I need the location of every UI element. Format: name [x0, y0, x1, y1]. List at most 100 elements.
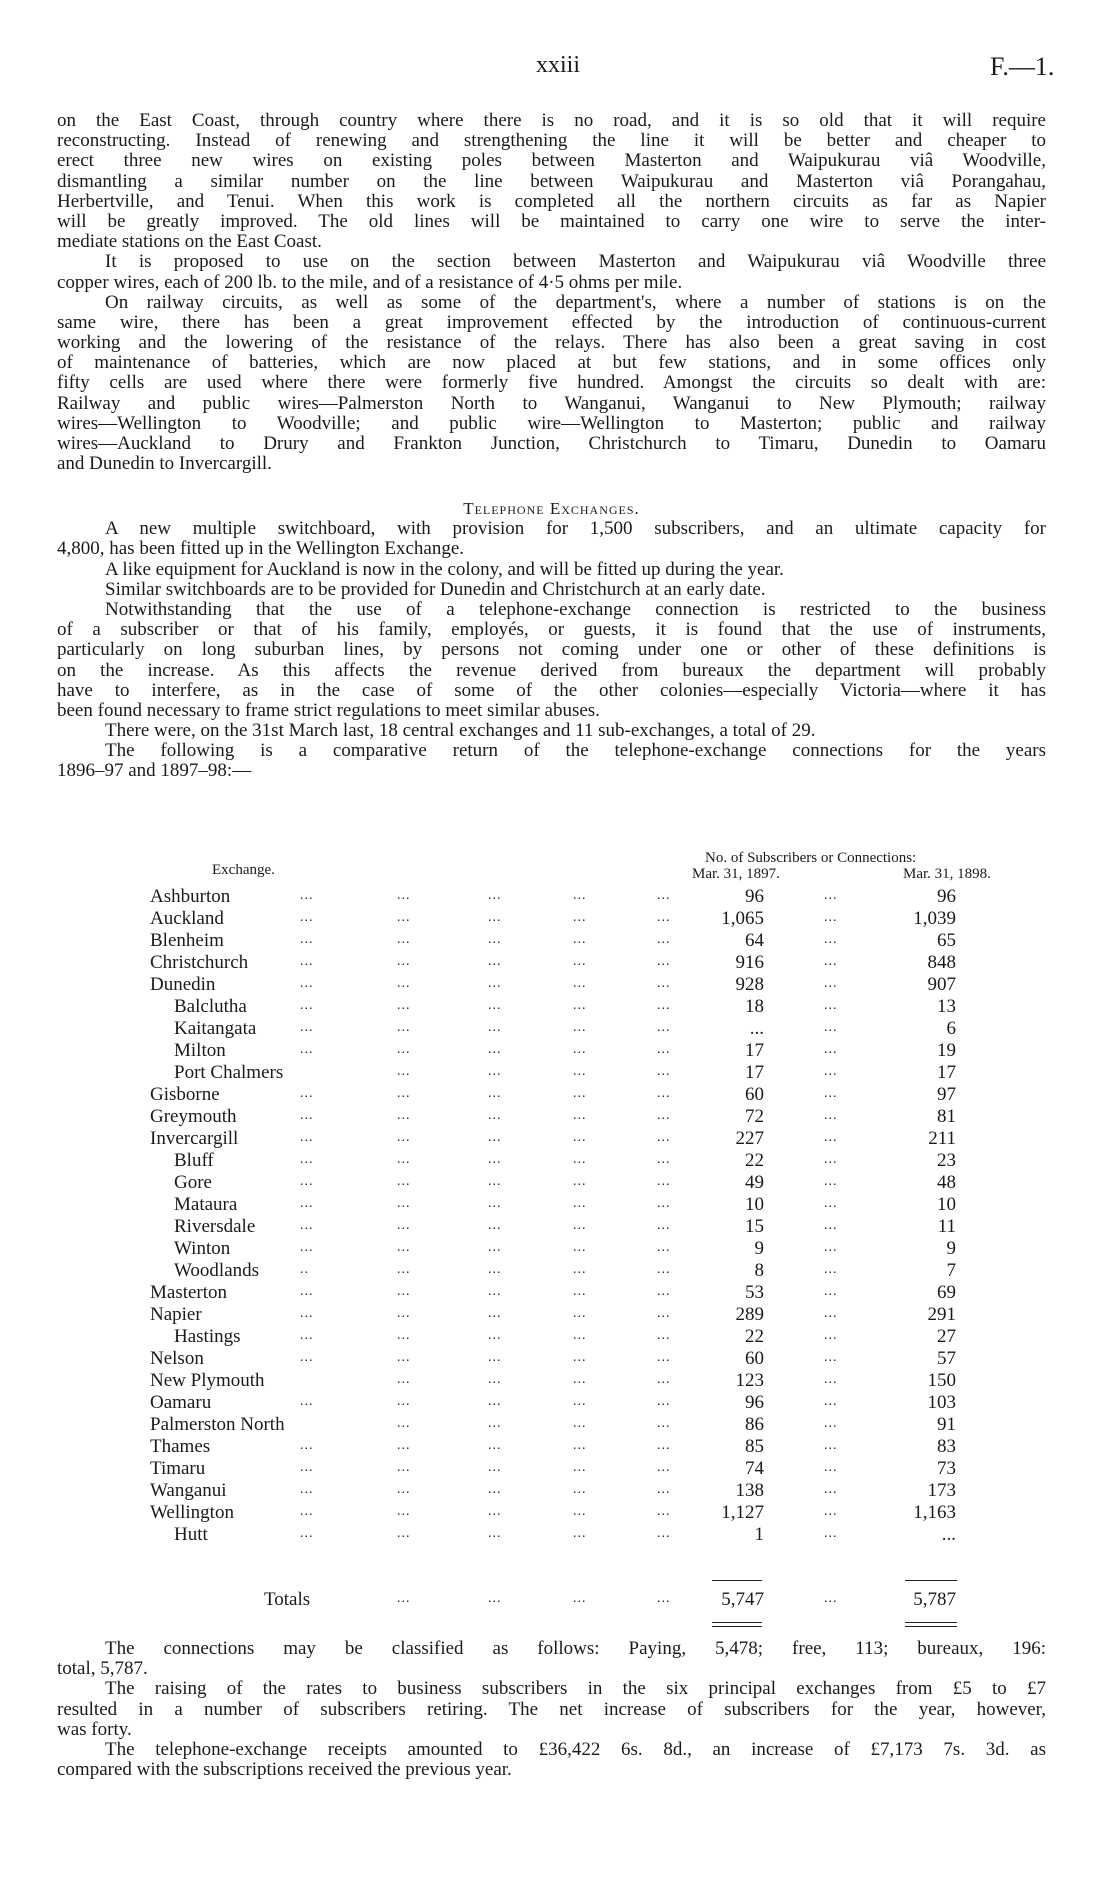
leader-dots: ...	[573, 1284, 587, 1299]
exchange-name: Bluff	[174, 1150, 214, 1171]
leader-dots: ...	[657, 998, 671, 1013]
text-line: A like equipment for Auckland is now in …	[105, 558, 784, 580]
leader-dots: ...	[824, 888, 838, 903]
value-1897: 123	[735, 1370, 765, 1391]
leader-dots: ...	[488, 1174, 502, 1189]
leader-dots: ...	[824, 998, 838, 1013]
leader-dots: ...	[657, 1438, 671, 1453]
leader-dots: ...	[824, 932, 838, 947]
table-row: Gisborne.................. 60 97	[0, 1084, 1114, 1106]
leader-dots: ...	[300, 976, 314, 991]
leader-dots: ...	[657, 1108, 671, 1123]
leader-dots: ...	[300, 1526, 314, 1541]
leader-dots: ...	[657, 1152, 671, 1167]
exchange-name: Auckland	[150, 908, 224, 929]
leader-dots: ...	[657, 1460, 671, 1475]
leader-dots: ...	[300, 910, 314, 925]
exchange-name: Kaitangata	[174, 1018, 257, 1039]
leader-dots: ...	[300, 1482, 314, 1497]
text-line: have to interfere, as in the case of som…	[57, 679, 1046, 701]
value-1898: 69	[937, 1282, 956, 1303]
leader-dots: ...	[824, 1306, 838, 1321]
leader-dots: ...	[300, 954, 314, 969]
exchange-name: Christchurch	[150, 952, 249, 973]
leader-dots: ...	[397, 1394, 411, 1409]
text-line: wires—Wellington to Woodville; and publi…	[57, 412, 1046, 434]
leader-dots: ...	[300, 932, 314, 947]
leader-dots: ...	[824, 910, 838, 925]
value-1898: 11	[937, 1216, 956, 1237]
text-line: A new multiple switchboard, with provisi…	[105, 518, 1046, 540]
leader-dots: ...	[573, 1591, 587, 1606]
table-row: Invercargill.................. 227 211	[0, 1128, 1114, 1150]
table-row: Riversdale.................. 15 11	[0, 1216, 1114, 1238]
text-line: The raising of the rates to business sub…	[105, 1678, 1046, 1700]
leader-dots: ...	[397, 1086, 411, 1101]
table-row: Masterton.................. 53 69	[0, 1282, 1114, 1304]
exchange-name: Port Chalmers	[174, 1062, 284, 1083]
leader-dots: ...	[657, 1174, 671, 1189]
value-1898: 1,039	[913, 908, 956, 929]
exchange-name: Masterton	[150, 1282, 228, 1303]
leader-dots: ...	[573, 1174, 587, 1189]
leader-dots: ...	[657, 1328, 671, 1343]
leader-dots: ...	[300, 998, 314, 1013]
leader-dots: ...	[657, 1526, 671, 1541]
value-1897: 1	[754, 1524, 765, 1545]
text-line: dismantling a similar number on the line…	[57, 170, 1046, 192]
exchange-name: Napier	[150, 1304, 202, 1325]
text-line: been found necessary to frame strict reg…	[57, 699, 600, 721]
leader-dots: ...	[824, 1174, 838, 1189]
leader-dots: ...	[300, 1350, 314, 1365]
value-1897: 64	[745, 930, 764, 951]
leader-dots: ...	[824, 1350, 838, 1365]
leader-dots: ...	[657, 888, 671, 903]
leader-dots: ...	[573, 1482, 587, 1497]
leader-dots: ...	[824, 1064, 838, 1079]
leader-dots: ...	[573, 1042, 587, 1057]
leader-dots: ...	[824, 1438, 838, 1453]
leader-dots: ...	[488, 1262, 502, 1277]
value-1897: 85	[745, 1436, 764, 1457]
leader-dots: ...	[657, 1306, 671, 1321]
leader-dots: ...	[824, 1328, 838, 1343]
leader-dots: ...	[300, 888, 314, 903]
leader-dots: ...	[657, 1591, 671, 1606]
leader-dots: ...	[397, 1020, 411, 1035]
leader-dots: ...	[573, 976, 587, 991]
exchange-name: Blenheim	[150, 930, 224, 951]
leader-dots: ...	[488, 1526, 502, 1541]
leader-dots: ...	[573, 1526, 587, 1541]
leader-dots: ...	[397, 998, 411, 1013]
value-1898: 1,163	[913, 1502, 956, 1523]
value-1897: 10	[745, 1194, 764, 1215]
leader-dots: ...	[488, 1020, 502, 1035]
exchange-name: Gore	[174, 1172, 212, 1193]
text-line: On railway circuits, as well as some of …	[105, 291, 1046, 313]
leader-dots: ...	[657, 1350, 671, 1365]
leader-dots: ...	[300, 1218, 314, 1233]
leader-dots: ...	[573, 1152, 587, 1167]
exchange-name: Gisborne	[150, 1084, 220, 1105]
leader-dots: ...	[824, 954, 838, 969]
value-1898: 150	[927, 1370, 957, 1391]
leader-dots: ...	[824, 1240, 838, 1255]
exchange-name: Hastings	[174, 1326, 241, 1347]
leader-dots: ...	[657, 932, 671, 947]
leader-dots: ...	[300, 1306, 314, 1321]
value-1897: 53	[745, 1282, 764, 1303]
text-line: fifty cells are used where there were fo…	[57, 372, 1046, 394]
leader-dots: ...	[488, 1284, 502, 1299]
leader-dots: ...	[573, 932, 587, 947]
value-1898: 96	[937, 886, 956, 907]
value-1898: 173	[927, 1480, 957, 1501]
text-line: The connections may be classified as fol…	[105, 1638, 1046, 1659]
leader-dots: ...	[488, 1306, 502, 1321]
table-row: Thames.................. 85 83	[0, 1436, 1114, 1458]
col-header-1897: Mar. 31, 1897.	[692, 866, 780, 882]
value-1897: 60	[745, 1084, 764, 1105]
leader-dots: ...	[657, 1064, 671, 1079]
text-line: was forty.	[57, 1718, 132, 1740]
exchange-name: Dunedin	[150, 974, 216, 995]
leader-dots: ...	[397, 1262, 411, 1277]
